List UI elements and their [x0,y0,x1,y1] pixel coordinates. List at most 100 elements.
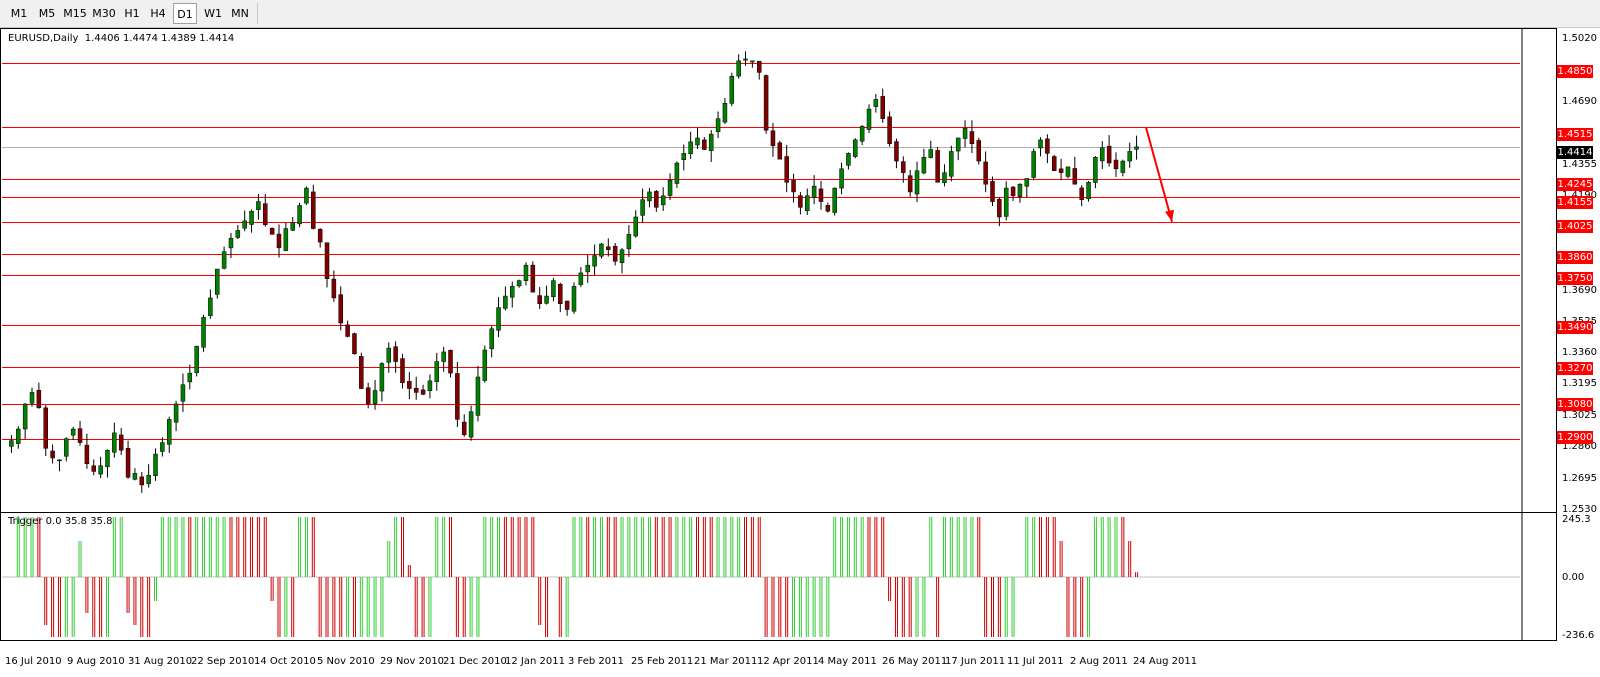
tf-mn-button[interactable]: MN [231,7,249,20]
candle-body [208,297,213,317]
candle-body [496,307,501,331]
date-label: 4 May 2011 [818,656,877,667]
level-tag: 1.3080 [1557,398,1593,411]
candle-body [955,137,961,152]
candle-body [1038,139,1043,149]
candle-body [324,242,330,279]
candle-body [283,228,289,251]
trend-arrow-line [1145,127,1173,223]
candle-body [263,203,268,225]
candle-body [50,450,55,459]
candle-body [832,187,837,213]
candle-body [777,142,783,160]
candle-body [544,295,549,304]
date-label: 29 Nov 2010 [380,656,445,667]
candle-body [269,228,275,235]
candle-body [708,133,714,151]
candle-body [365,387,371,405]
candle-body [317,229,323,243]
candle-body [688,141,693,155]
tf-h4-button[interactable]: H4 [150,7,166,20]
tf-d1-button[interactable]: D1 [173,3,197,24]
date-label: 16 Jul 2010 [5,656,62,667]
level-tag: 1.3270 [1557,362,1593,375]
candle-body [811,185,817,198]
tf-h1-button[interactable]: H1 [124,7,140,20]
date-label: 21 Mar 2011 [694,656,758,667]
candle-body [64,438,69,457]
tf-m15-button[interactable]: M15 [63,7,87,20]
candle-body [736,60,741,77]
candle-body [448,349,453,374]
candle-body [921,156,927,174]
date-label: 3 Feb 2011 [568,656,624,667]
candle-body [36,389,42,409]
candle-body [674,162,680,184]
candle-body [763,75,769,131]
candle-body [949,151,954,177]
candle-body [756,60,762,73]
candle-body [990,181,995,202]
candle-body [805,195,810,211]
candle-body [345,324,350,337]
candle-body [722,103,728,123]
tf-m5-button[interactable]: M5 [38,7,56,20]
candle-body [914,170,920,195]
candle-body [146,475,151,485]
candle-body [846,153,851,166]
candle-body [1106,145,1112,164]
candle-body [1086,182,1091,200]
candle-body [1010,186,1016,197]
candle-body [907,175,913,193]
candle-body [338,294,343,324]
candle-body [523,264,529,281]
price-tick: 1.3025 [1562,410,1597,421]
indicator-tick: 0.00 [1562,572,1585,583]
candle-body [125,447,131,478]
candle-body [997,199,1002,218]
level-tag: 1.4245 [1557,178,1593,191]
level-tag: 1.2900 [1557,431,1593,444]
level-tag: 1.4515 [1557,128,1593,141]
date-label: 17 Jun 2011 [945,656,1006,667]
candle-body [461,421,467,436]
candle-body [1127,151,1132,162]
candle-body [84,444,90,464]
candle-body [1031,151,1036,178]
candle-body [235,230,241,238]
candle-body [379,363,385,392]
price-tick: 1.3195 [1562,378,1597,389]
tf-m30-button[interactable]: M30 [92,7,116,20]
candle-body [139,476,145,486]
candle-body [901,161,906,173]
candle-body [91,465,97,472]
candle-body [592,255,597,267]
date-label: 11 Jul 2011 [1007,656,1064,667]
date-label: 12 Jan 2011 [505,656,565,667]
date-label: 25 Feb 2011 [631,656,694,667]
candle-body [173,403,179,423]
candle-body [221,251,227,269]
candle-body [647,191,652,202]
candle-body [118,434,124,451]
candle-body [57,459,62,462]
date-label: 24 Aug 2011 [1133,656,1198,667]
candle-body [249,210,254,225]
tf-w1-button[interactable]: W1 [204,7,222,20]
candle-body [839,168,844,189]
tf-m1-button[interactable]: M1 [10,7,28,20]
candle-body [276,233,282,249]
candle-body [606,246,611,251]
candle-body [400,358,405,384]
candle-body [441,351,446,362]
candle-body [962,128,968,139]
candle-body [750,60,755,63]
candle-body [935,150,940,183]
candle-body [660,195,666,206]
candle-body [1045,138,1050,154]
price-tick: 1.3360 [1562,347,1597,358]
candle-body [784,156,789,183]
candle-body [1079,187,1084,200]
candle-body [1093,156,1098,183]
